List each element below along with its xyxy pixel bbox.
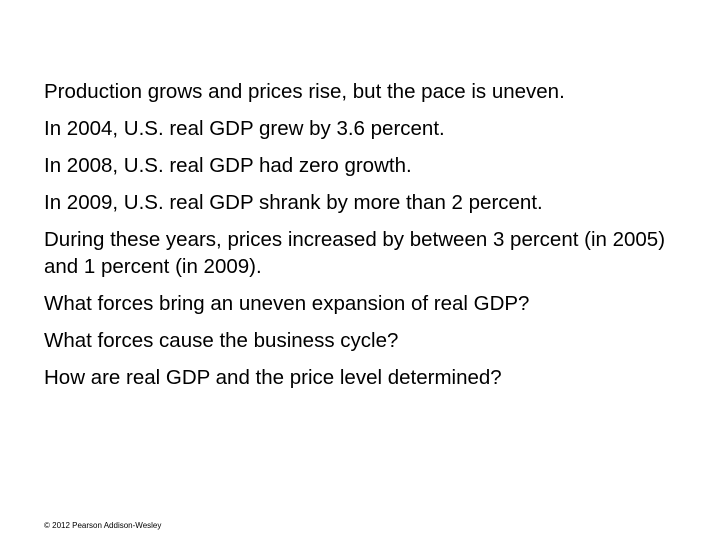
paragraph-2004-gdp: In 2004, U.S. real GDP grew by 3.6 perce… [44, 117, 445, 140]
question-business-cycle: What forces cause the business cycle? [44, 329, 399, 352]
question-uneven-expansion: What forces bring an uneven expansion of… [44, 292, 530, 315]
paragraph-2008-gdp: In 2008, U.S. real GDP had zero growth. [44, 154, 412, 177]
copyright-footer: © 2012 Pearson Addison-Wesley [44, 521, 162, 530]
paragraph-prices: During these years, prices increased by … [44, 228, 666, 278]
question-gdp-price-level: How are real GDP and the price level det… [44, 366, 502, 389]
paragraph-intro: Production grows and prices rise, but th… [44, 80, 565, 103]
slide-body: Production grows and prices rise, but th… [44, 78, 684, 401]
paragraph-2009-gdp: In 2009, U.S. real GDP shrank by more th… [44, 191, 543, 214]
